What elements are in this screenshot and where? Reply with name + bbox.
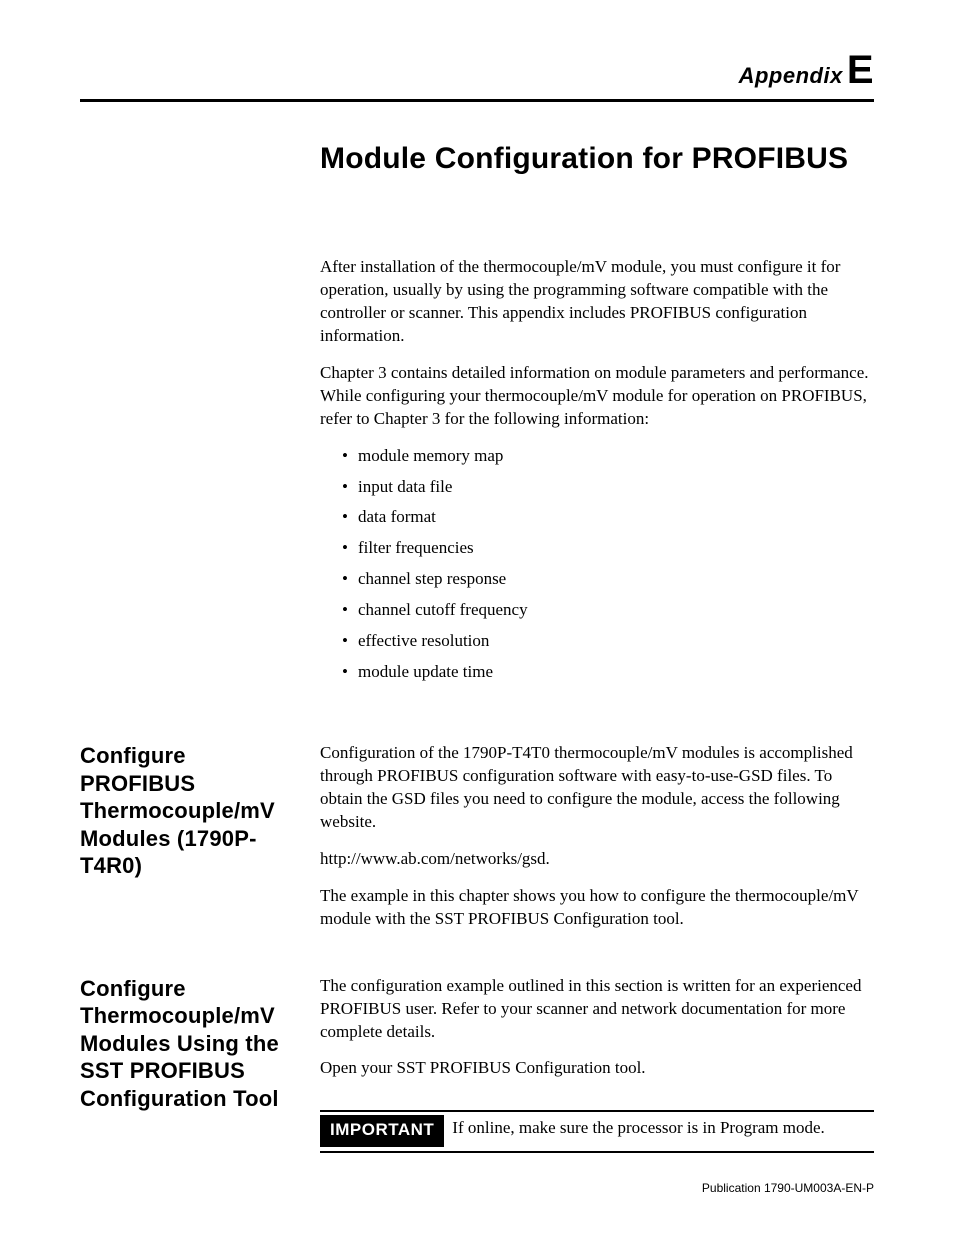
appendix-header: AppendixE [80,48,874,99]
section2-p1: The configuration example outlined in th… [320,975,874,1044]
section1-body: Configuration of the 1790P-T4T0 thermoco… [320,742,874,945]
list-item: filter frequencies [342,537,874,560]
list-item: input data file [342,476,874,499]
section-configure-profibus: Configure PROFIBUS Thermocouple/mV Modul… [80,742,874,945]
list-item: module memory map [342,445,874,468]
intro-block: After installation of the thermocouple/m… [80,256,874,702]
important-callout: IMPORTANT If online, make sure the proce… [320,1110,874,1153]
list-item: channel step response [342,568,874,591]
list-item: effective resolution [342,630,874,653]
list-item: channel cutoff frequency [342,599,874,622]
intro-p2: Chapter 3 contains detailed information … [320,362,874,431]
section-configure-sst: Configure Thermocouple/mV Modules Using … [80,975,874,1154]
section1-p2: The example in this chapter shows you ho… [320,885,874,931]
list-item: module update time [342,661,874,684]
important-text: If online, make sure the processor is in… [452,1114,825,1140]
list-item: data format [342,506,874,529]
appendix-word: Appendix [739,63,843,88]
section1-url: http://www.ab.com/networks/gsd. [320,848,874,871]
intro-body: After installation of the thermocouple/m… [320,256,874,702]
intro-bullet-list: module memory map input data file data f… [342,445,874,685]
section2-body: The configuration example outlined in th… [320,975,874,1154]
section1-p1: Configuration of the 1790P-T4T0 thermoco… [320,742,874,834]
intro-p1: After installation of the thermocouple/m… [320,256,874,348]
page-title: Module Configuration for PROFIBUS [320,142,874,176]
section2-heading: Configure Thermocouple/mV Modules Using … [80,975,320,1113]
publication-footer: Publication 1790-UM003A-EN-P [702,1181,874,1195]
header-rule [80,99,874,102]
section1-heading: Configure PROFIBUS Thermocouple/mV Modul… [80,742,320,880]
important-label: IMPORTANT [320,1115,444,1147]
appendix-letter: E [847,48,874,92]
section2-p2: Open your SST PROFIBUS Configuration too… [320,1057,874,1080]
